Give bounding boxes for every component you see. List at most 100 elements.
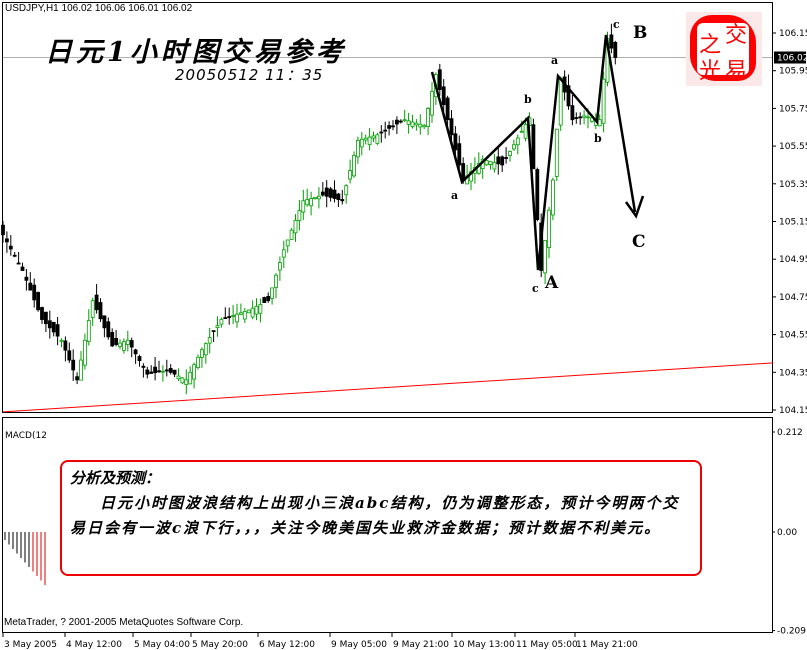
analysis-note: 分析及预测： 日元小时图波浪结构上出现小三浪abc结构，仍为调整形态，预计今明两… bbox=[60, 460, 702, 576]
candle-body bbox=[215, 325, 220, 328]
candle-body bbox=[44, 311, 48, 325]
candle-body bbox=[309, 198, 314, 207]
candle-body bbox=[71, 359, 76, 371]
candle-body bbox=[609, 34, 614, 49]
candle-body bbox=[512, 144, 516, 150]
candle-body bbox=[55, 324, 60, 337]
candle-body bbox=[398, 120, 403, 123]
candle-body bbox=[223, 317, 228, 320]
candle-body bbox=[137, 356, 142, 362]
candle-body bbox=[371, 135, 376, 139]
candle-body bbox=[437, 69, 442, 90]
macd-label: MACD(12 bbox=[5, 431, 47, 441]
candle-body bbox=[461, 163, 466, 181]
candle-body bbox=[570, 105, 575, 121]
y-tick-label: 105.35 bbox=[779, 180, 807, 190]
x-tick-label: 10 May 13:00 bbox=[453, 640, 515, 650]
candle-body bbox=[344, 185, 349, 196]
candle-body bbox=[488, 161, 493, 165]
candle-body bbox=[597, 119, 602, 127]
candle-body bbox=[227, 316, 232, 318]
candle-body bbox=[28, 282, 33, 291]
candle-body bbox=[391, 125, 395, 128]
candle-body bbox=[336, 193, 341, 201]
candle-body bbox=[402, 119, 407, 122]
candle-body bbox=[410, 121, 415, 127]
candle-body bbox=[125, 339, 130, 345]
candle-body bbox=[122, 341, 126, 351]
candle-body bbox=[207, 337, 212, 344]
candle-body bbox=[406, 120, 411, 125]
candle-body bbox=[133, 349, 138, 355]
copyright: MetaTrader, ? 2001-2005 MetaQuotes Softw… bbox=[4, 617, 244, 628]
note-body: 日元小时图波浪结构上出现小三浪abc结构，仍为调整形态，预计今明两个交易日会有一… bbox=[70, 494, 680, 537]
candle-body bbox=[414, 122, 419, 126]
candle-body bbox=[102, 315, 107, 329]
y-tick-label: 104.95 bbox=[779, 255, 807, 265]
candle-body bbox=[418, 123, 423, 128]
candle-body bbox=[47, 320, 52, 329]
candle-body bbox=[118, 342, 122, 347]
y-tick-label: 105.95 bbox=[779, 67, 807, 77]
macd-tick-label: -0.209 bbox=[777, 627, 806, 637]
y-tick-label: 104.35 bbox=[779, 368, 807, 378]
x-tick-label: 6 May 12:00 bbox=[259, 640, 315, 650]
symbol-info: USDJPY,H1 106.02 106.06 106.01 106.02 bbox=[5, 3, 193, 14]
current-price-badge bbox=[774, 51, 806, 64]
candle-body bbox=[457, 143, 462, 166]
candle-body bbox=[554, 128, 559, 177]
candle-body bbox=[394, 119, 399, 125]
candle-body bbox=[90, 300, 95, 318]
candle-body bbox=[359, 138, 364, 148]
chart-title: 日元1小时图交易参考 bbox=[45, 37, 347, 68]
wave-label: a bbox=[551, 54, 558, 67]
candle-body bbox=[231, 315, 236, 317]
x-tick-label: 5 May 04:00 bbox=[134, 640, 190, 650]
y-tick-label: 105.55 bbox=[779, 142, 807, 152]
candle-body bbox=[160, 370, 165, 373]
candle-body bbox=[324, 187, 329, 197]
candle-body bbox=[332, 189, 337, 199]
wave-label: C bbox=[632, 232, 646, 252]
candle-body bbox=[500, 156, 505, 166]
macd-panel bbox=[2, 417, 773, 633]
candle-body bbox=[535, 169, 540, 221]
candle-body bbox=[285, 239, 290, 247]
x-tick-label: 11 May 21:00 bbox=[576, 640, 638, 650]
y-tick-label: 106.15 bbox=[779, 29, 807, 39]
candle-body bbox=[352, 155, 356, 177]
candle-body bbox=[492, 162, 497, 170]
candle-body bbox=[578, 116, 583, 119]
candle-body bbox=[340, 199, 345, 202]
candle-body bbox=[293, 219, 298, 234]
candle-body bbox=[504, 157, 509, 159]
candle-body bbox=[531, 124, 536, 170]
candle-body bbox=[188, 371, 193, 385]
wave-label: b bbox=[524, 93, 532, 106]
candle-body bbox=[453, 133, 458, 151]
candle-body bbox=[114, 337, 118, 345]
wave-label: A bbox=[544, 273, 559, 293]
candle-body bbox=[519, 130, 524, 133]
candle-body bbox=[141, 365, 146, 368]
candle-body bbox=[543, 239, 547, 274]
candle-body bbox=[196, 356, 200, 368]
candle-body bbox=[484, 160, 489, 166]
candle-body bbox=[305, 199, 310, 206]
candle-body bbox=[586, 116, 590, 119]
candle-body bbox=[422, 124, 427, 128]
candle-body bbox=[242, 311, 247, 320]
wave-label: c bbox=[532, 282, 539, 295]
candle-body bbox=[164, 369, 169, 372]
candle-body bbox=[83, 339, 87, 366]
candle-body bbox=[36, 292, 40, 311]
wave-count-line bbox=[430, 34, 637, 271]
candle-body bbox=[551, 179, 555, 216]
candle-body bbox=[129, 340, 134, 348]
wave-label: B bbox=[633, 23, 647, 43]
candle-body bbox=[613, 42, 618, 58]
candle-body bbox=[211, 330, 216, 333]
macd-tick-label: 0.212 bbox=[777, 428, 803, 438]
candle-body bbox=[32, 284, 37, 301]
